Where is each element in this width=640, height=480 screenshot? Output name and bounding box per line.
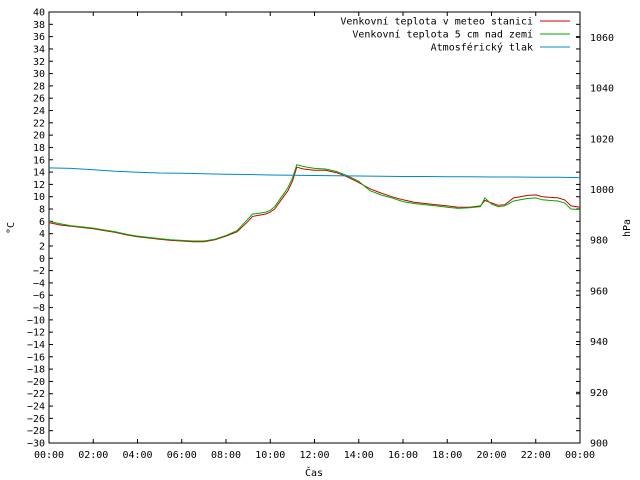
- y-tick-label: −30: [27, 439, 45, 450]
- y-tick-label: −6: [33, 291, 45, 302]
- y2-tick-label: 1000: [590, 185, 614, 196]
- x-axis-ticks: 00:00 02:00 04:00 06:00 08:00 10:00 12:00 14:00…: [34, 12, 595, 461]
- y-tick-label: −2: [33, 266, 45, 277]
- x-tick-label: 00:00: [565, 450, 595, 461]
- y-tick-label: −26: [27, 414, 45, 425]
- y2-tick-label: 1040: [590, 84, 614, 95]
- y-tick-label: 32: [33, 57, 45, 68]
- series-line-1: [48, 166, 581, 243]
- x-tick-label: 10:00: [255, 450, 285, 461]
- y2-tick-label: 980: [590, 236, 608, 247]
- y2-axis-title: hPa: [622, 219, 633, 237]
- y2-tick-label: 940: [590, 337, 608, 348]
- y-tick-label: 14: [33, 168, 45, 179]
- y-tick-label: −18: [27, 365, 45, 376]
- y-tick-label: −20: [27, 377, 45, 388]
- legend-label-3: Atmosférický tlak: [431, 42, 533, 54]
- y-tick-label: −10: [27, 315, 45, 326]
- plot-frame: [48, 11, 581, 444]
- y-tick-label: 12: [33, 180, 45, 191]
- y-tick-label: 26: [33, 94, 45, 105]
- y-tick-label: 16: [33, 155, 45, 166]
- y2-tick-label: 1020: [590, 134, 614, 145]
- y-tick-label: 10: [33, 192, 45, 203]
- y2-axis-ticks: 1060 1040 1020 1000 980 960 940 920 900: [576, 33, 614, 450]
- y-tick-label: 22: [33, 118, 45, 129]
- y-tick-label: 8: [39, 205, 45, 216]
- x-axis-title: Čas: [305, 466, 323, 479]
- y-tick-label: 20: [33, 131, 45, 142]
- y2-tick-label: 900: [590, 439, 608, 450]
- y-tick-label: −16: [27, 352, 45, 363]
- y-tick-label: 18: [33, 143, 45, 154]
- y-tick-label: 24: [33, 106, 45, 117]
- x-tick-label: 16:00: [388, 450, 418, 461]
- y-tick-label: 28: [33, 81, 45, 92]
- y-tick-label: 6: [39, 217, 45, 228]
- y-tick-label: −22: [27, 389, 45, 400]
- x-tick-label: 12:00: [299, 450, 329, 461]
- y-tick-label: −8: [33, 303, 45, 314]
- legend: Venkovní teplota v meteo staniciVenkovní…: [340, 16, 570, 54]
- x-tick-label: 20:00: [476, 450, 506, 461]
- legend-label-2: Venkovní teplota 5 cm nad zemí: [352, 29, 533, 41]
- y2-tick-label: 960: [590, 286, 608, 297]
- x-tick-label: 00:00: [34, 450, 64, 461]
- x-tick-label: 22:00: [521, 450, 551, 461]
- y-tick-label: 36: [33, 32, 45, 43]
- y2-tick-label: 920: [590, 388, 608, 399]
- series-lines: [48, 164, 581, 243]
- y-tick-label: −4: [33, 278, 45, 289]
- y-axis-ticks: 4038363432302826242220181614121086420−2−…: [27, 8, 580, 450]
- series-line-3: [48, 167, 581, 179]
- y-tick-label: −28: [27, 426, 45, 437]
- y-axis-title: °C: [6, 222, 17, 234]
- y-tick-label: 38: [33, 20, 45, 31]
- y-tick-label: −14: [27, 340, 45, 351]
- legend-label-1: Venkovní teplota v meteo stanici: [340, 16, 533, 28]
- y-tick-label: 4: [39, 229, 45, 240]
- y-tick-label: 2: [39, 241, 45, 252]
- x-tick-label: 18:00: [432, 450, 462, 461]
- y-tick-label: 30: [33, 69, 45, 80]
- y-tick-label: 0: [39, 254, 45, 265]
- y-tick-label: −12: [27, 328, 45, 339]
- x-tick-label: 02:00: [78, 450, 108, 461]
- x-tick-label: 04:00: [122, 450, 152, 461]
- x-tick-label: 14:00: [344, 450, 374, 461]
- x-tick-label: 06:00: [167, 450, 197, 461]
- series-line-2: [48, 164, 581, 242]
- y-tick-label: 40: [33, 8, 45, 19]
- x-tick-label: 08:00: [211, 450, 241, 461]
- y-tick-label: −24: [27, 402, 45, 413]
- y2-tick-label: 1060: [590, 33, 614, 44]
- y-tick-label: 34: [33, 44, 45, 55]
